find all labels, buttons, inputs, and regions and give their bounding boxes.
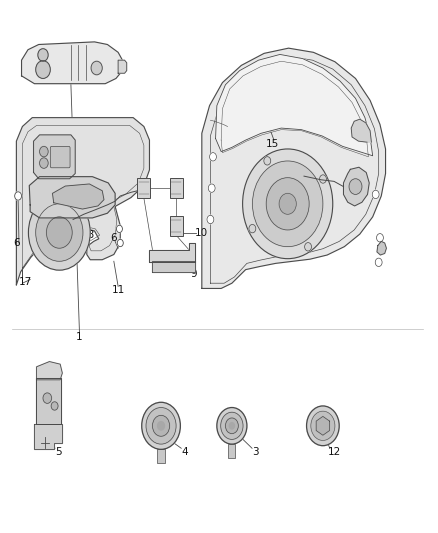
Circle shape	[305, 243, 311, 251]
Polygon shape	[16, 118, 149, 285]
Circle shape	[217, 408, 247, 444]
Circle shape	[230, 423, 234, 429]
Bar	[157, 449, 166, 463]
Circle shape	[39, 147, 48, 157]
Text: 6: 6	[110, 233, 117, 243]
Circle shape	[39, 158, 48, 168]
Polygon shape	[343, 167, 369, 206]
Circle shape	[15, 192, 21, 200]
Polygon shape	[351, 119, 371, 142]
Circle shape	[207, 215, 214, 224]
Circle shape	[117, 239, 123, 247]
Bar	[229, 443, 235, 458]
Circle shape	[226, 418, 238, 434]
Bar	[170, 178, 183, 198]
Text: 4: 4	[181, 447, 188, 457]
FancyBboxPatch shape	[50, 147, 70, 168]
Circle shape	[158, 422, 165, 430]
Circle shape	[117, 225, 122, 232]
Circle shape	[43, 393, 52, 403]
Circle shape	[249, 224, 256, 233]
Bar	[170, 216, 183, 236]
Bar	[138, 178, 150, 198]
Text: 3: 3	[252, 447, 259, 457]
Text: 8: 8	[173, 184, 180, 194]
Polygon shape	[36, 361, 62, 380]
Text: 9: 9	[190, 269, 197, 279]
Polygon shape	[149, 243, 195, 262]
Circle shape	[221, 412, 243, 439]
Circle shape	[51, 402, 58, 410]
Circle shape	[377, 233, 383, 242]
Circle shape	[311, 411, 335, 440]
Text: 10: 10	[195, 228, 208, 238]
Text: 5: 5	[55, 447, 61, 457]
Circle shape	[349, 179, 362, 195]
Text: 1: 1	[76, 332, 83, 342]
Text: 18: 18	[81, 230, 95, 240]
Circle shape	[38, 49, 48, 61]
Polygon shape	[118, 60, 127, 73]
Polygon shape	[21, 42, 123, 84]
Circle shape	[307, 406, 339, 446]
Circle shape	[375, 258, 382, 266]
Circle shape	[142, 402, 180, 449]
Circle shape	[209, 152, 216, 161]
Circle shape	[91, 61, 102, 75]
Circle shape	[28, 195, 90, 270]
Polygon shape	[152, 261, 195, 272]
Polygon shape	[215, 54, 373, 156]
Circle shape	[279, 193, 296, 214]
Circle shape	[243, 149, 333, 259]
Circle shape	[264, 157, 271, 165]
Circle shape	[320, 175, 326, 183]
Polygon shape	[202, 48, 385, 288]
Text: 7: 7	[136, 191, 143, 201]
Circle shape	[152, 415, 170, 436]
Polygon shape	[36, 378, 61, 424]
Circle shape	[36, 204, 83, 261]
Text: 12: 12	[328, 447, 342, 457]
Polygon shape	[316, 416, 329, 435]
Polygon shape	[35, 424, 62, 449]
Polygon shape	[34, 135, 75, 179]
Polygon shape	[29, 176, 115, 218]
Polygon shape	[377, 241, 386, 255]
Circle shape	[46, 217, 72, 248]
Polygon shape	[53, 184, 104, 209]
Circle shape	[208, 184, 215, 192]
Text: 6: 6	[13, 238, 20, 248]
Text: 17: 17	[18, 277, 32, 287]
Circle shape	[266, 177, 309, 230]
Circle shape	[36, 61, 50, 78]
Text: 15: 15	[266, 139, 279, 149]
Circle shape	[372, 190, 379, 199]
Circle shape	[146, 408, 176, 444]
Text: 11: 11	[112, 285, 125, 295]
Circle shape	[252, 161, 323, 247]
